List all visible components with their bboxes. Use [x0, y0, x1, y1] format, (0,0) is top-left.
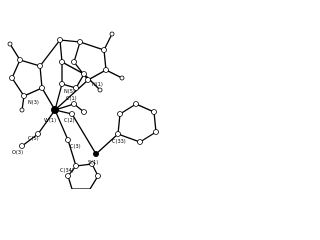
atom-label: C(3): [70, 144, 81, 150]
atom-label: N(5): [64, 89, 75, 95]
atom-label: N(3): [28, 100, 39, 106]
atom-label: S(1): [88, 160, 98, 166]
atom-label: W(1): [44, 118, 56, 124]
atom-label: C(5): [28, 136, 39, 142]
molecule-diagram: N(3) N(5) N(1) W(1) C(2) C(1) C(5) O(3) …: [7, 31, 159, 189]
atom-label: C(34): [60, 168, 74, 174]
atom-label: O(3): [12, 150, 23, 156]
atom-label: N(1): [92, 82, 103, 88]
atom-label: C(1): [66, 96, 77, 102]
atoms: [7, 31, 159, 179]
atom-label: C(2): [64, 118, 75, 124]
atom-label: C(33): [112, 139, 126, 145]
atom-labels: N(3) N(5) N(1) W(1) C(2) C(1) C(5) O(3) …: [12, 82, 126, 174]
